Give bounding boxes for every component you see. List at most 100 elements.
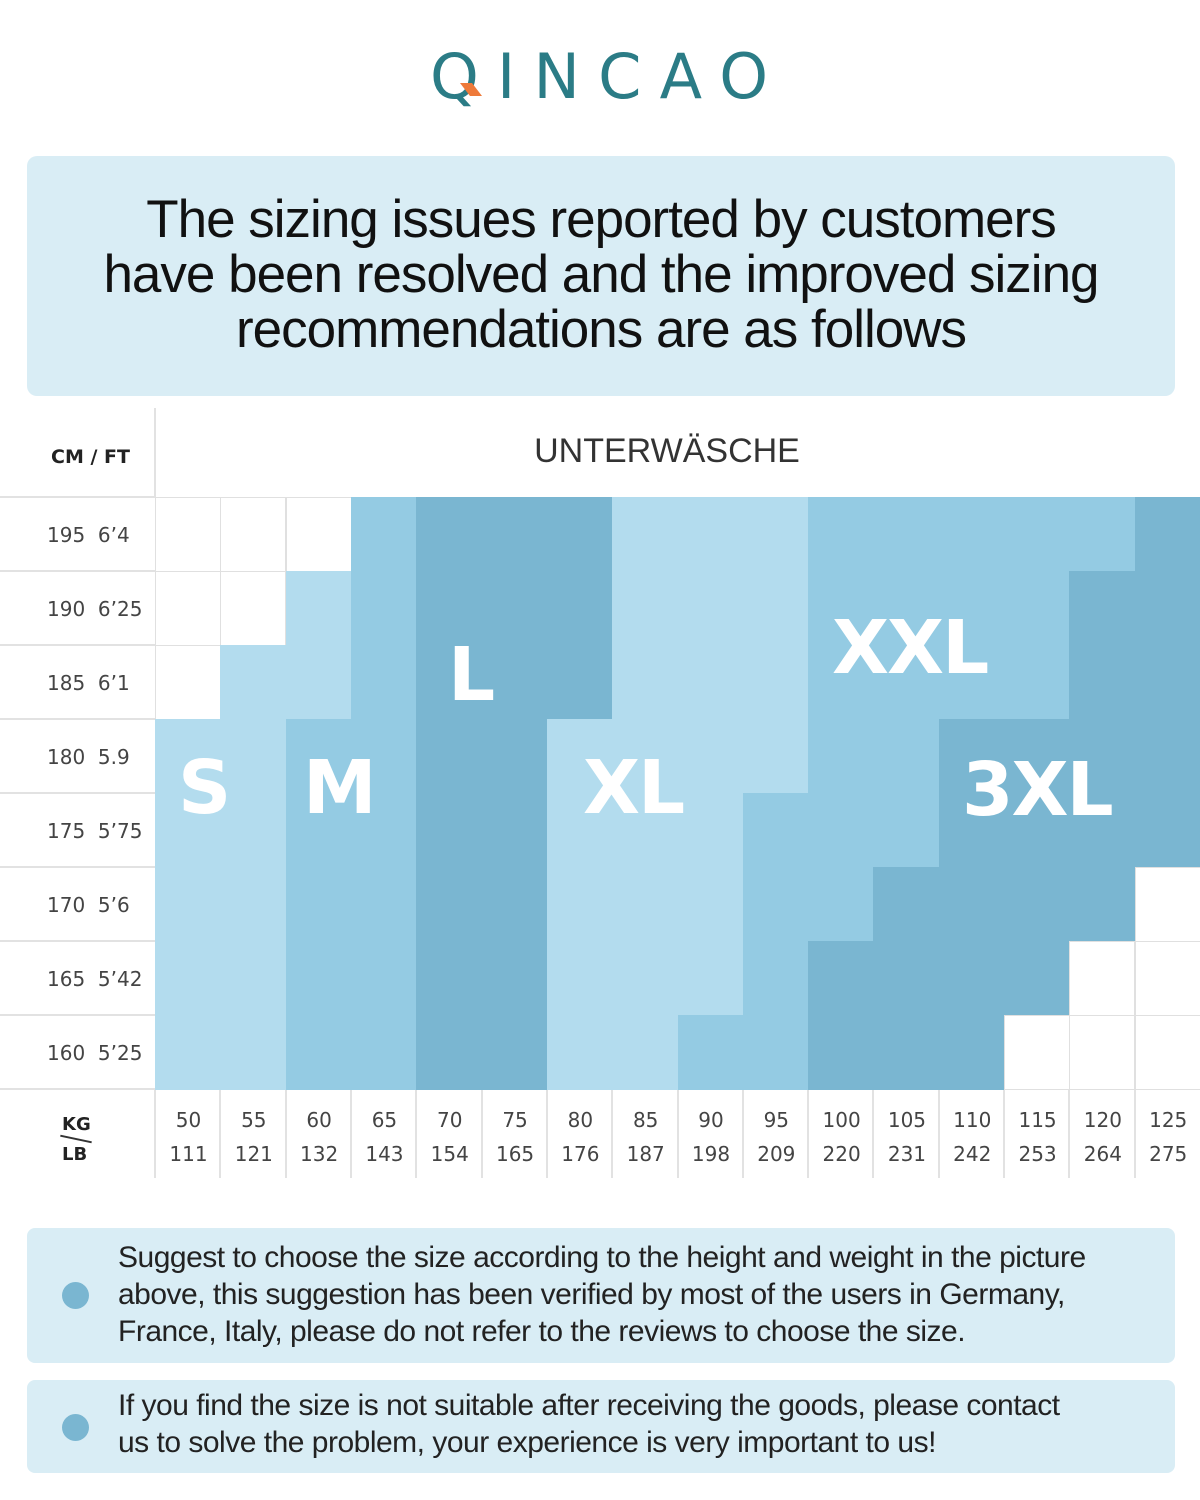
row-divider: [0, 1088, 155, 1090]
row-label-height: 190 6’25: [47, 597, 143, 621]
cell-size-s: [155, 867, 221, 942]
cell-size-3xl: [873, 1015, 940, 1090]
cell-size-xl: [546, 1015, 613, 1090]
headline-line: recommendations are as follows: [235, 300, 967, 359]
col-divider: [872, 1090, 875, 1178]
cell-size-s: [155, 719, 221, 794]
cell-empty: [1134, 1015, 1200, 1090]
cell-size-3xl: [808, 941, 875, 1016]
kg-label: KG: [62, 1114, 91, 1135]
row-divider: [0, 496, 155, 498]
col-divider: [415, 1090, 418, 1178]
cell-size-m: [350, 793, 417, 868]
col-label-lb: 165: [495, 1142, 535, 1166]
headline-line: The sizing issues reported by customers: [146, 190, 1057, 249]
cell-size-xxl: [808, 793, 875, 868]
cell-size-l: [416, 1015, 483, 1090]
cell-size-xxl: [938, 571, 1005, 646]
cell-size-m: [350, 497, 417, 572]
cell-size-xl: [612, 867, 679, 942]
col-divider: [611, 1090, 614, 1178]
col-label-kg: 95: [763, 1108, 790, 1132]
size-label-m: M: [303, 745, 377, 831]
col-label-kg: 85: [632, 1108, 659, 1132]
col-label-lb: 111: [169, 1142, 208, 1166]
cell-size-xl: [677, 941, 744, 1016]
col-divider: [741, 1090, 744, 1178]
cell-size-xl: [546, 941, 613, 1016]
cell-size-3xl: [1134, 645, 1200, 720]
cell-empty: [220, 571, 287, 646]
size-label-xl: XL: [583, 745, 685, 831]
cell-size-m: [350, 571, 417, 646]
cell-size-xl: [742, 645, 809, 720]
cell-size-xxl: [873, 645, 940, 720]
cell-size-3xl: [938, 719, 1005, 794]
row-divider: [0, 1014, 155, 1016]
note-text-2: If you find the size is not suitable aft…: [118, 1387, 1158, 1461]
cell-size-l: [481, 645, 548, 720]
row-divider: [0, 866, 155, 868]
cell-size-s: [155, 1015, 221, 1090]
note-line: Suggest to choose the size according to …: [118, 1241, 1086, 1274]
col-label-lb: 253: [1018, 1142, 1057, 1166]
row-label-height: 160 5’25: [47, 1041, 143, 1065]
cell-size-xxl: [873, 571, 940, 646]
col-label-lb: 198: [691, 1142, 731, 1166]
cell-size-xl: [742, 497, 809, 572]
cell-empty: [155, 497, 221, 572]
qincao-logo: QINCAO: [430, 40, 768, 110]
size-label-xxl: XXL: [832, 605, 989, 691]
cell-size-3xl: [1004, 941, 1070, 1016]
cell-size-l: [416, 793, 483, 868]
note-box-1: [27, 1228, 1175, 1363]
cell-size-m: [350, 719, 417, 794]
cell-size-xxl: [742, 1015, 809, 1090]
row-label-height: 180 5.9: [47, 745, 130, 769]
cell-size-s: [220, 1015, 287, 1090]
divider: [154, 408, 156, 498]
cell-size-l: [481, 793, 548, 868]
cell-size-xl: [546, 793, 613, 868]
cell-size-3xl: [873, 941, 940, 1016]
cell-size-m: [285, 867, 352, 942]
cell-size-xl: [677, 497, 744, 572]
cell-size-s: [155, 941, 221, 1016]
cell-size-xl: [742, 571, 809, 646]
col-label-kg: 105: [887, 1108, 927, 1132]
col-divider: [937, 1090, 940, 1178]
col-divider: [676, 1090, 679, 1178]
col-label-lb: 132: [300, 1142, 339, 1166]
cell-empty: [220, 497, 287, 572]
chart-title: UNTERWÄSCHE: [534, 432, 800, 470]
cell-size-l: [481, 719, 548, 794]
cell-size-m: [285, 793, 352, 868]
col-label-lb: 231: [887, 1142, 927, 1166]
cell-size-l: [546, 571, 613, 646]
cell-size-xxl: [808, 571, 875, 646]
row-divider: [0, 792, 155, 794]
cell-size-xxl: [938, 645, 1005, 720]
row-divider: [0, 644, 155, 646]
cell-empty: [155, 571, 221, 646]
col-label-lb: 242: [953, 1142, 992, 1166]
cell-size-l: [416, 497, 483, 572]
cell-size-3xl: [1004, 793, 1070, 868]
cell-size-xl: [612, 497, 679, 572]
col-divider: [545, 1090, 548, 1178]
cell-empty: [285, 497, 352, 572]
cell-size-xl: [677, 867, 744, 942]
cell-size-m: [350, 867, 417, 942]
cell-size-xxl: [938, 497, 1005, 572]
cell-size-xxl: [1004, 645, 1070, 720]
note-line: France, Italy, please do not refer to th…: [118, 1315, 966, 1348]
bullet-dot-icon: [62, 1282, 89, 1309]
note-line: us to solve the problem, your experience…: [118, 1426, 936, 1459]
cell-size-3xl: [808, 1015, 875, 1090]
cell-size-xxl: [1004, 497, 1070, 572]
col-label-lb: 176: [561, 1142, 600, 1166]
cell-size-3xl: [1069, 719, 1136, 794]
cell-size-xl: [612, 645, 679, 720]
cell-size-3xl: [938, 941, 1005, 1016]
col-divider: [1068, 1090, 1071, 1178]
